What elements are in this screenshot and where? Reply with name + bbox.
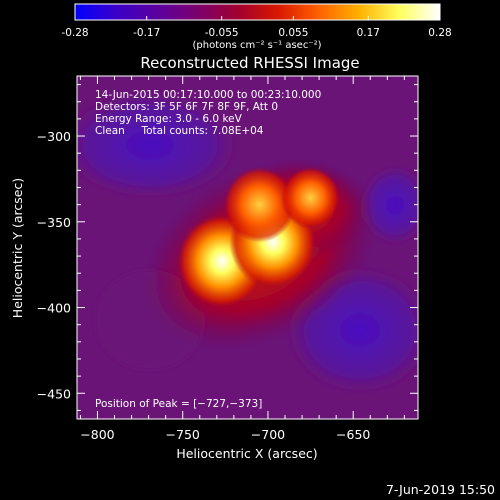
colorbar-tick-label: 0.28 [428, 27, 451, 39]
y-tick-label: −400 [37, 301, 71, 316]
y-tick-label: −350 [37, 215, 71, 230]
x-tick-label: −700 [251, 427, 285, 442]
y-tick-label: −300 [37, 129, 71, 144]
info-line-time: 14-Jun-2015 00:17:10.000 to 00:23:10.000 [95, 89, 321, 101]
x-axis-ticks: −800 −750 −700 −650 [79, 76, 405, 442]
info-line-detectors: Detectors: 3F 5F 6F 7F 8F 9F, Att 0 [95, 101, 278, 113]
source-blob [281, 166, 340, 229]
x-tick-label: −750 [166, 427, 200, 442]
info-text: 14-Jun-2015 00:17:10.000 to 00:23:10.000… [95, 89, 321, 137]
y-axis-ticks: −300 −350 −400 −450 [37, 84, 418, 411]
colorbar-ticks: -0.28 -0.17 -0.055 0.055 0.17 0.28 [61, 16, 452, 39]
colorbar-unit-label: (photons cm⁻² s⁻¹ asec⁻²) [192, 40, 321, 51]
colorbar-tick-label: -0.28 [61, 27, 88, 39]
plot-frame [76, 75, 419, 420]
purple-region-top-left [77, 90, 240, 200]
source-blob [223, 166, 296, 243]
x-tick-label: −800 [80, 427, 114, 442]
colorbar-tick-label: -0.055 [205, 27, 239, 39]
colorbar-tick-label: 0.055 [278, 27, 308, 39]
y-tick-label: −450 [37, 386, 71, 401]
colorbar-tick-label: -0.17 [133, 27, 160, 39]
chart-title: Reconstructed RHESSI Image [140, 54, 359, 72]
y-axis-label: Heliocentric Y (arcsec) [10, 178, 25, 318]
heatmap-image [77, 76, 418, 419]
sources [177, 166, 340, 309]
x-axis-label: Heliocentric X (arcsec) [176, 446, 317, 461]
colorbar [74, 3, 441, 21]
info-line-energy: Energy Range: 3.0 - 6.0 keV [95, 113, 243, 125]
colorbar-tick-label: 0.17 [357, 27, 380, 39]
info-line-clean: Clean Total counts: 7.08E+04 [95, 125, 264, 137]
peak-position-label: Position of Peak = [−727,−373] [95, 398, 262, 410]
x-tick-label: −650 [336, 427, 370, 442]
timestamp: 7-Jun-2019 15:50 [386, 482, 495, 497]
